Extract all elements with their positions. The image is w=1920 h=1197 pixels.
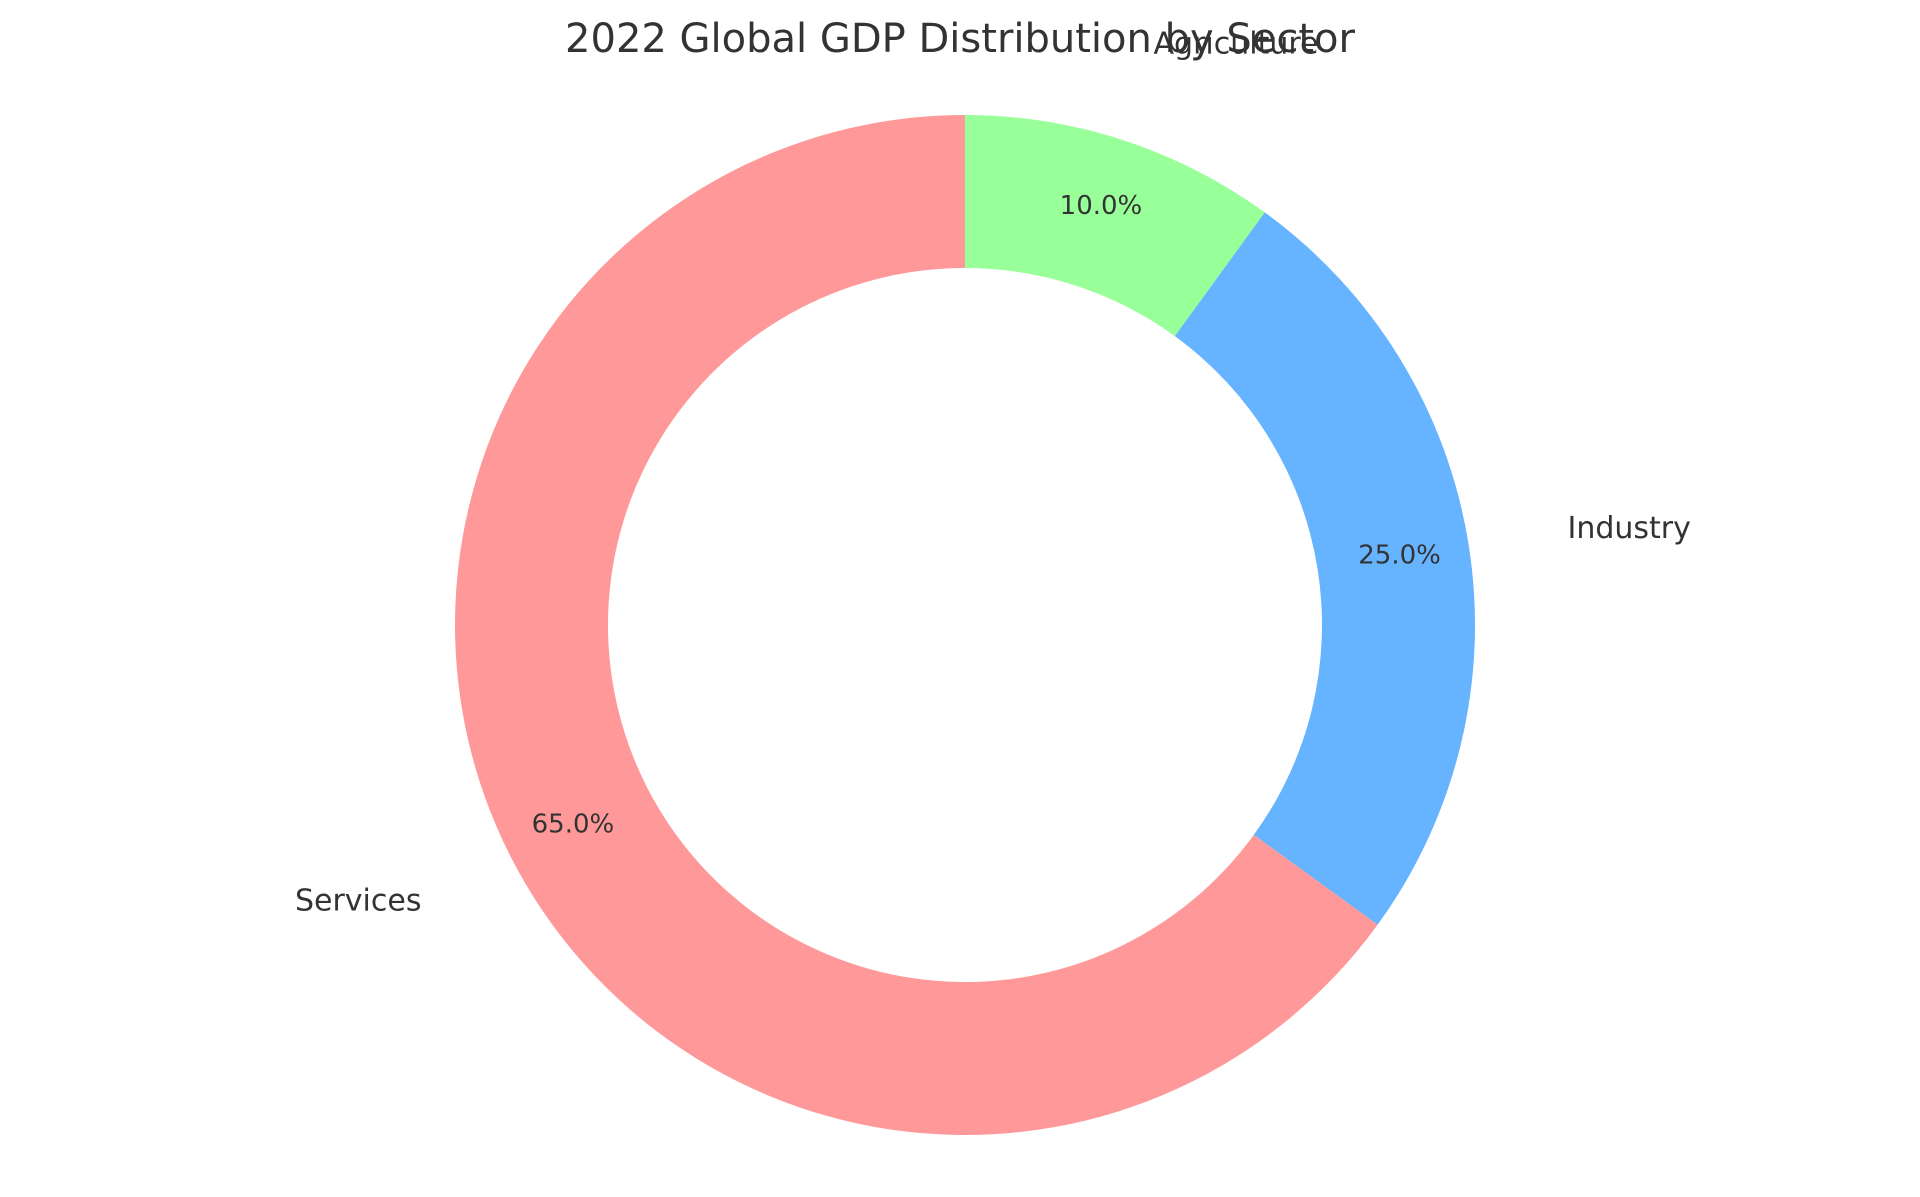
- slice-services: [455, 115, 1378, 1135]
- slice-value-label-services: 65.0%: [532, 809, 615, 839]
- slice-value-label-industry: 25.0%: [1358, 541, 1441, 571]
- slice-category-label-industry: Industry: [1567, 511, 1690, 546]
- slice-category-label-services: Services: [295, 883, 422, 918]
- labels-group: 10.0% Agriculture 25.0% Industry 65.0% Servic…: [295, 26, 1691, 918]
- slices-group: [455, 115, 1475, 1135]
- chart-title: 2022 Global GDP Distribution by Sector: [565, 16, 1355, 62]
- slice-agriculture: [965, 115, 1265, 337]
- slice-industry: [1174, 212, 1475, 925]
- slice-value-label-agriculture: 10.0%: [1060, 191, 1143, 221]
- slice-category-label-agriculture: Agriculture: [1154, 26, 1319, 61]
